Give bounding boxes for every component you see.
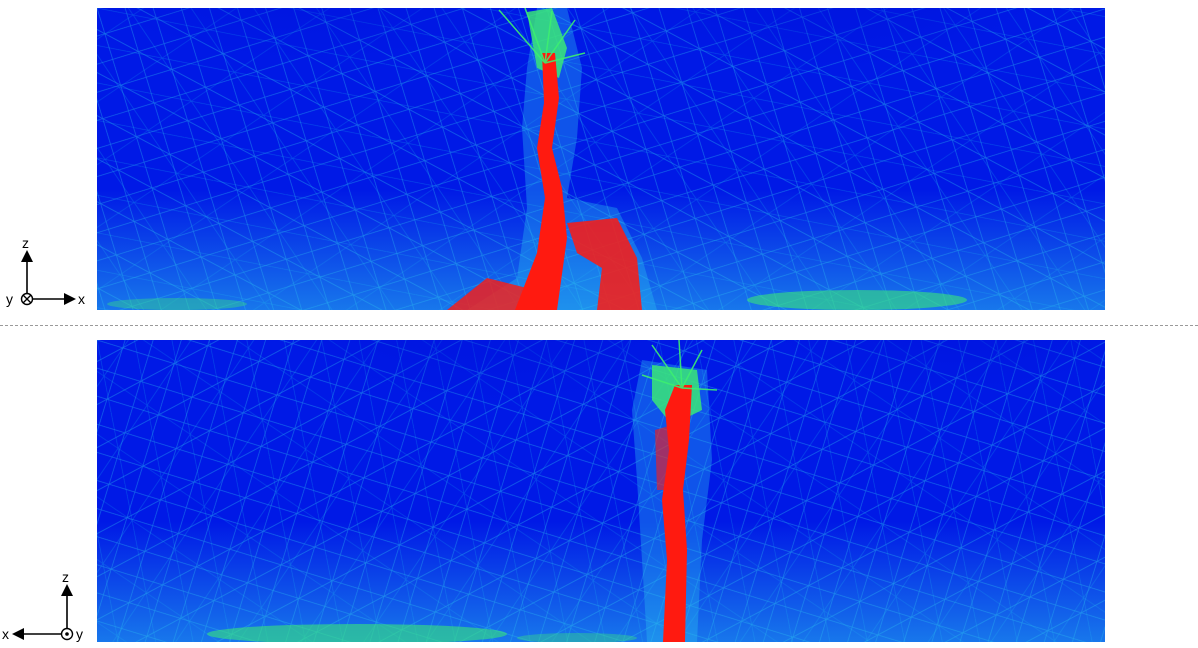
panel-separator	[0, 325, 1198, 326]
z-axis-label: z	[22, 235, 29, 251]
x-axis-arrow	[12, 628, 24, 640]
top-field-visualization	[97, 8, 1105, 310]
bottom-coordinate-axes: z y x	[0, 566, 90, 646]
z-axis-arrow	[21, 250, 33, 262]
x-axis-label: x	[78, 291, 85, 307]
z-axis-arrow	[61, 584, 73, 596]
top-coordinate-axes: z y x	[0, 232, 90, 312]
bottom-field-visualization	[97, 340, 1105, 642]
z-axis-label: z	[62, 569, 69, 585]
bottom-simulation-panel	[97, 340, 1105, 642]
bottom-glow	[97, 340, 1105, 642]
y-axis-label: y	[6, 291, 13, 307]
y-axis-label: y	[76, 626, 83, 642]
green-spot	[107, 298, 247, 310]
x-axis-arrow	[64, 293, 76, 305]
x-axis-label: x	[2, 626, 9, 642]
top-simulation-panel	[97, 8, 1105, 310]
green-spot	[747, 290, 967, 310]
